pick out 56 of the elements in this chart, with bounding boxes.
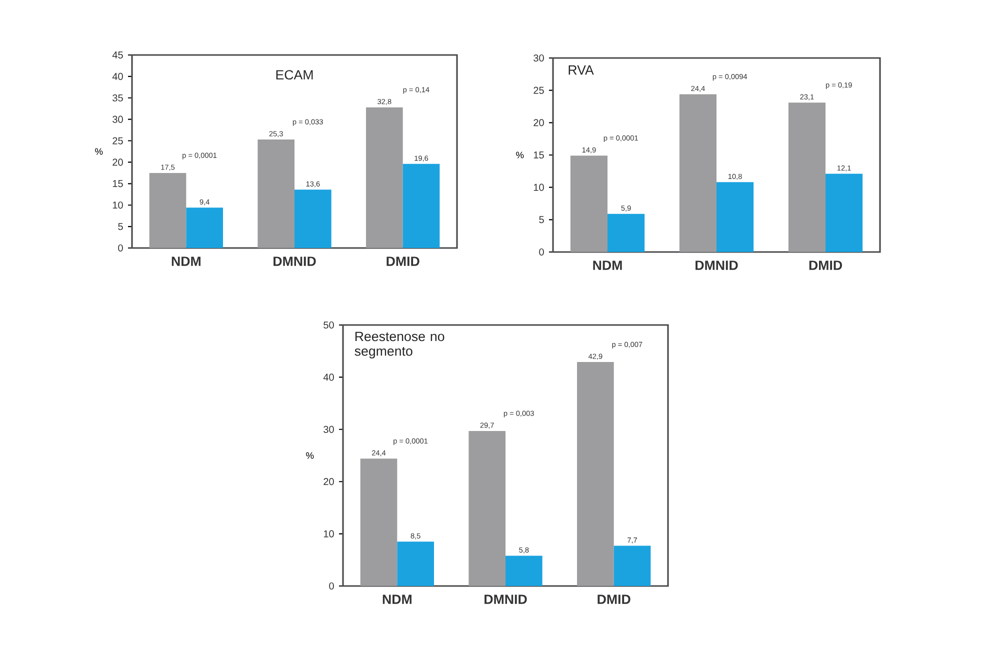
y-tick-label: 50 (324, 321, 334, 329)
y-tick-label: 30 (534, 54, 544, 62)
x-tick-label: DMNID (696, 260, 738, 270)
bar (149, 172, 186, 248)
bar (186, 208, 223, 248)
y-tick-label: 30 (324, 426, 334, 433)
bar (258, 139, 295, 248)
bar (506, 556, 542, 586)
y-tick-label: 40 (323, 374, 334, 381)
bar (360, 458, 398, 586)
y-tick-label: 10 (534, 184, 544, 191)
bar (570, 156, 608, 252)
bar (366, 107, 403, 248)
y-axis-title: % (95, 148, 103, 155)
bar (826, 174, 863, 252)
y-tick-label: 30 (112, 116, 123, 123)
bar (468, 430, 506, 586)
bar (577, 362, 614, 586)
y-tick-label: 0 (539, 248, 544, 256)
bar (608, 214, 645, 252)
x-tick-label: DMID (598, 594, 630, 604)
y-tick-label: 25 (112, 137, 123, 144)
y-tick-label: 10 (112, 202, 123, 209)
x-tick-label: NDM (593, 260, 622, 270)
x-tick-label: NDM (172, 256, 200, 266)
y-tick-label: 5 (118, 223, 123, 230)
y-axis-title: % (516, 152, 524, 158)
y-tick-label: 20 (534, 119, 544, 126)
bar (402, 164, 440, 248)
y-tick-label: 35 (112, 94, 123, 102)
y-tick-label: 10 (324, 530, 334, 538)
y-tick-label: 5 (539, 216, 544, 224)
y-tick-label: 0 (118, 244, 123, 252)
bar (788, 102, 826, 252)
y-axis-title: % (306, 452, 314, 459)
bar (294, 190, 332, 248)
bar (614, 546, 651, 586)
y-tick-label: 25 (534, 86, 544, 94)
x-tick-label: DMNID (484, 594, 527, 604)
text: Reestenose no segmento (354, 332, 444, 358)
bar (716, 182, 754, 252)
y-tick-label: 20 (324, 478, 334, 486)
x-tick-label: DMNID (274, 256, 316, 266)
y-tick-label: 15 (534, 152, 544, 158)
y-tick-label: 15 (112, 180, 123, 188)
chart-title: RVA (568, 65, 594, 75)
x-tick-label: DMID (386, 256, 420, 266)
y-tick-label: 20 (112, 158, 123, 166)
x-tick-label: DMID (809, 260, 842, 270)
x-tick-label: NDM (382, 594, 412, 604)
y-tick-label: 0 (329, 582, 334, 590)
y-tick-label: 45 (112, 52, 123, 58)
bar (679, 94, 717, 252)
bar (397, 542, 434, 586)
y-tick-label: 40 (112, 72, 123, 80)
text: ECAM (276, 70, 313, 80)
